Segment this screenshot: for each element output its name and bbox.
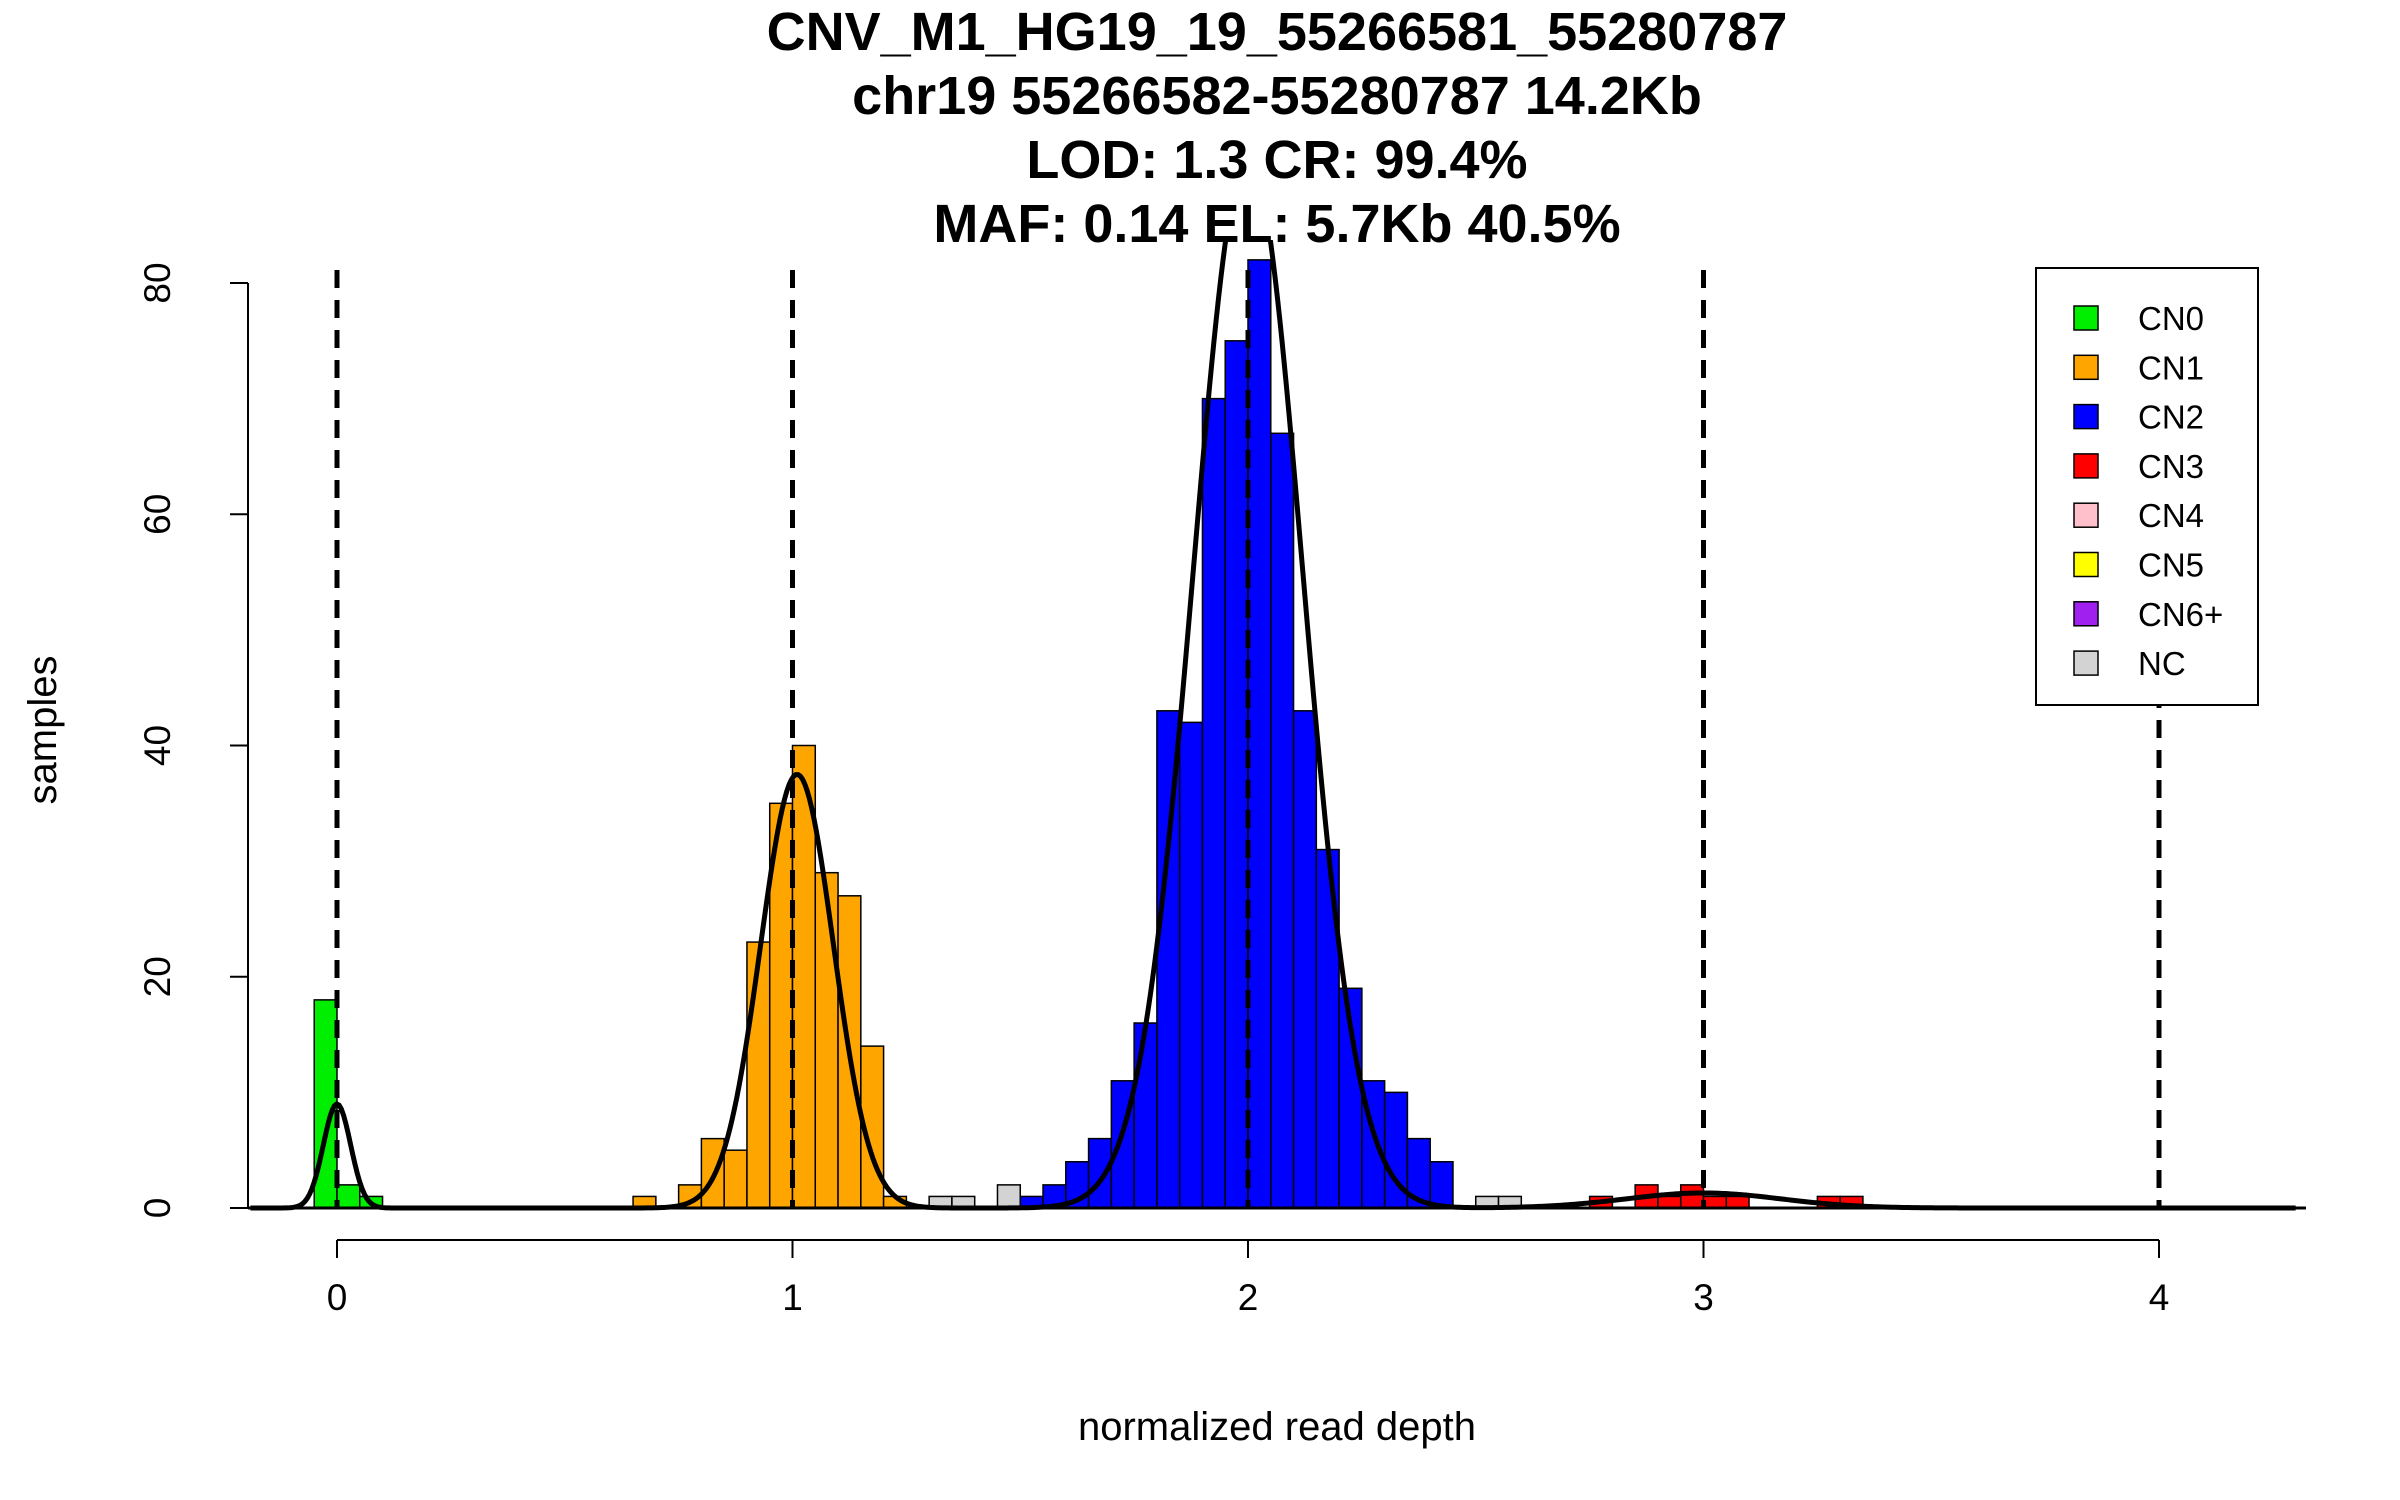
legend-box (2035, 267, 2259, 706)
legend-swatch-cn3 (2073, 453, 2099, 479)
legend-swatch-cn2 (2073, 403, 2099, 430)
bar-cn1 (814, 871, 839, 1209)
legend-swatch-cn0 (2073, 305, 2099, 331)
bar-cn1 (723, 1149, 748, 1209)
y-tick-label: 20 (137, 956, 178, 997)
bar-cn2 (1201, 397, 1226, 1209)
bar-cn2 (1178, 721, 1204, 1209)
bar-cn2 (1224, 340, 1249, 1209)
legend-label-cn6plus: CN6+ (2138, 596, 2223, 633)
y-tick-label: 40 (137, 725, 178, 766)
y-tick-label: 80 (137, 262, 178, 303)
legend-label-cn5: CN5 (2138, 547, 2204, 584)
x-tick-label: 3 (1693, 1277, 1714, 1318)
x-tick-label: 0 (327, 1277, 348, 1318)
bar-cn0 (336, 1184, 361, 1209)
legend-swatch-cn6plus (2073, 601, 2099, 627)
x-tick-label: 1 (782, 1277, 803, 1318)
legend-label-nc: NC (2138, 645, 2186, 682)
x-tick-label: 2 (1238, 1277, 1259, 1318)
legend-swatch-cn5 (2073, 551, 2099, 578)
title-line-1: CNV_M1_HG19_19_55266581_55280787 (767, 2, 1788, 62)
y-tick-label: 0 (137, 1198, 178, 1219)
bar-cn3 (1725, 1195, 1750, 1209)
x-axis-label: normalized read depth (1078, 1405, 1476, 1449)
legend-label-cn3: CN3 (2138, 448, 2204, 485)
bar-cn2 (1247, 259, 1272, 1209)
x-tick-label: 4 (2149, 1277, 2170, 1318)
title-line-4: MAF: 0.14 EL: 5.7Kb 40.5% (933, 194, 1620, 254)
legend-swatch-nc (2073, 650, 2099, 676)
title-line-3: LOD: 1.3 CR: 99.4% (1026, 130, 1527, 190)
y-tick-label: 60 (137, 494, 178, 535)
legend-label-cn4: CN4 (2138, 497, 2204, 534)
legend-swatch-cn1 (2073, 354, 2099, 381)
legend-swatch-cn4 (2073, 502, 2099, 528)
bar-cn2 (1292, 710, 1318, 1209)
chart-title: CNV_M1_HG19_19_55266581_55280787 chr19 5… (767, 2, 1788, 254)
bar-cn2 (1133, 1022, 1158, 1209)
histogram-bars (313, 259, 1864, 1209)
bar-cn2 (1270, 432, 1295, 1209)
bar-cn2 (1429, 1161, 1454, 1209)
bar-cn3 (1657, 1195, 1682, 1209)
bar-nc (996, 1184, 1021, 1209)
bar-cn1 (746, 941, 771, 1209)
legend: CN0 CN1 CN2 CN3 CN4 CN5 CN6+ NC (2035, 267, 2259, 706)
y-axis-label: samples (21, 656, 65, 805)
legend-label-cn0: CN0 (2138, 300, 2204, 337)
bar-cn3 (1702, 1195, 1728, 1209)
title-line-2: chr19 55266582-55280787 14.2Kb (852, 66, 1702, 126)
legend-label-cn1: CN1 (2138, 349, 2204, 386)
legend-label-cn2: CN2 (2138, 399, 2204, 436)
bar-cn3 (1679, 1184, 1705, 1209)
